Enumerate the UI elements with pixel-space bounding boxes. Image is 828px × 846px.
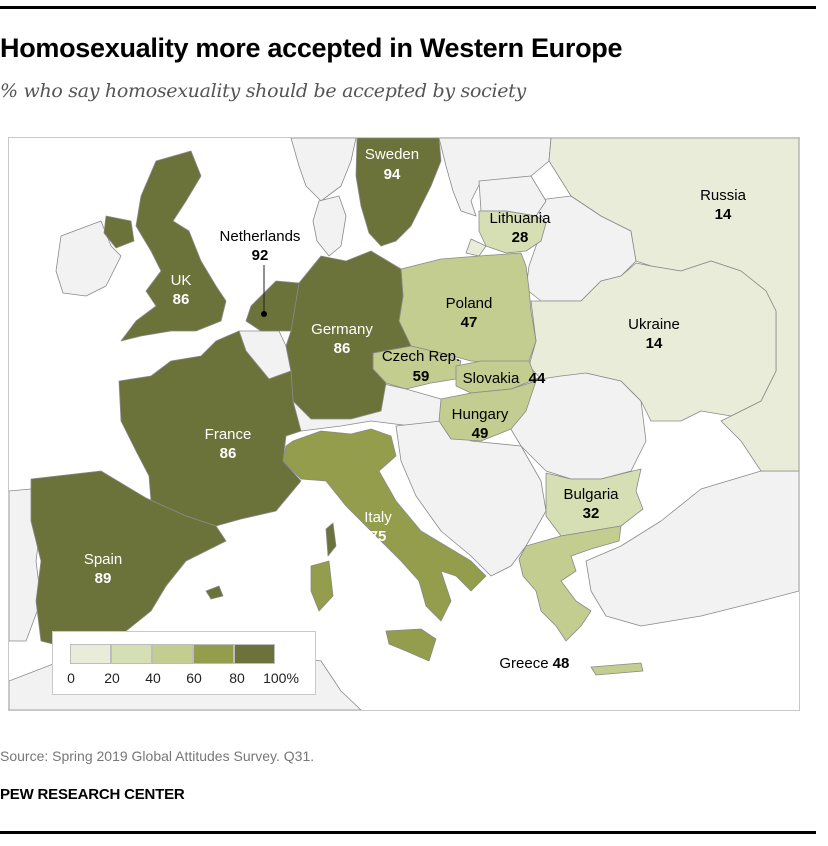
legend-swatch-0-20 bbox=[70, 644, 111, 664]
legend-swatch-60-80 bbox=[193, 644, 234, 664]
label-lithuania: Lithuania bbox=[490, 210, 552, 227]
netherlands-marker bbox=[261, 311, 267, 317]
value-lithuania: 28 bbox=[512, 229, 529, 246]
country-slovakia[interactable] bbox=[455, 360, 537, 394]
label-france: France bbox=[205, 426, 252, 443]
color-legend: 0 20 40 60 80 100% bbox=[52, 631, 316, 695]
value-poland: 47 bbox=[461, 314, 478, 331]
value-hungary: 49 bbox=[472, 425, 489, 442]
value-sweden: 94 bbox=[384, 166, 401, 183]
country-netherlands[interactable] bbox=[245, 280, 300, 332]
bottom-rule bbox=[0, 831, 816, 834]
label-bulgaria: Bulgaria bbox=[563, 486, 619, 503]
source-note: Source: Spring 2019 Global Attitudes Sur… bbox=[0, 748, 315, 764]
label-greece: Greece bbox=[499, 655, 548, 672]
legend-tick: 80 bbox=[229, 670, 245, 686]
legend-color-bar bbox=[70, 644, 275, 664]
map-svg: Sweden 94 Netherlands 92 UK 86 Germany 8… bbox=[9, 138, 799, 710]
legend-tick: 20 bbox=[104, 670, 120, 686]
country-bulgaria[interactable] bbox=[545, 468, 644, 537]
value-ukraine: 14 bbox=[646, 335, 663, 352]
country-balearic bbox=[205, 585, 224, 600]
country-kaliningrad bbox=[465, 238, 487, 257]
label-russia: Russia bbox=[700, 187, 747, 204]
label-sweden: Sweden bbox=[365, 146, 419, 163]
country-balkans bbox=[395, 420, 547, 577]
legend-ticks: 0 20 40 60 80 100% bbox=[53, 670, 315, 688]
label-spain: Spain bbox=[84, 551, 122, 568]
label-czech: Czech Rep. bbox=[382, 348, 460, 365]
country-sardinia bbox=[310, 560, 334, 612]
chart-title: Homosexuality more accepted in Western E… bbox=[0, 33, 623, 63]
country-sicily bbox=[385, 628, 437, 662]
country-spain[interactable] bbox=[30, 470, 227, 647]
europe-map: Sweden 94 Netherlands 92 UK 86 Germany 8… bbox=[8, 137, 800, 711]
country-norway bbox=[290, 138, 357, 202]
country-hungary[interactable] bbox=[438, 380, 537, 442]
value-netherlands: 92 bbox=[252, 247, 269, 264]
value-slovakia: 44 bbox=[529, 370, 546, 387]
country-ukraine[interactable] bbox=[528, 260, 777, 422]
legend-tick: 100% bbox=[263, 670, 299, 686]
country-france[interactable] bbox=[118, 330, 302, 527]
legend-swatch-20-40 bbox=[111, 644, 152, 664]
pew-credit: PEW RESEARCH CENTER bbox=[0, 786, 185, 803]
legend-swatch-80-100 bbox=[234, 644, 275, 664]
label-germany: Germany bbox=[311, 321, 373, 338]
country-crete bbox=[590, 662, 644, 676]
value-uk: 86 bbox=[173, 291, 190, 308]
value-bulgaria: 32 bbox=[583, 505, 600, 522]
label-hungary: Hungary bbox=[452, 406, 509, 423]
label-poland: Poland bbox=[446, 295, 493, 312]
value-italy: 75 bbox=[370, 528, 387, 545]
value-russia: 14 bbox=[715, 206, 732, 223]
value-spain: 89 bbox=[95, 570, 112, 587]
country-northern-ireland bbox=[103, 215, 135, 249]
label-netherlands: Netherlands bbox=[220, 228, 301, 245]
country-corsica bbox=[325, 522, 337, 557]
legend-tick: 40 bbox=[145, 670, 161, 686]
country-greece[interactable] bbox=[518, 525, 622, 642]
value-greece: 48 bbox=[553, 655, 570, 672]
value-germany: 86 bbox=[334, 340, 351, 357]
label-slovakia: Slovakia bbox=[463, 370, 520, 387]
country-denmark bbox=[312, 195, 347, 257]
country-lithuania[interactable] bbox=[478, 210, 547, 254]
value-czech: 59 bbox=[413, 368, 430, 385]
label-italy: Italy bbox=[364, 509, 392, 526]
country-sweden[interactable] bbox=[355, 138, 442, 247]
legend-tick: 60 bbox=[186, 670, 202, 686]
legend-swatch-40-60 bbox=[152, 644, 193, 664]
label-ukraine: Ukraine bbox=[628, 316, 680, 333]
chart-subtitle: % who say homosexuality should be accept… bbox=[0, 80, 526, 102]
top-rule bbox=[0, 6, 816, 9]
country-uk[interactable] bbox=[120, 150, 227, 342]
country-turkey bbox=[585, 470, 799, 627]
value-france: 86 bbox=[220, 445, 237, 462]
legend-tick: 0 bbox=[67, 670, 75, 686]
country-italy[interactable] bbox=[282, 428, 487, 622]
label-uk: UK bbox=[171, 272, 192, 289]
